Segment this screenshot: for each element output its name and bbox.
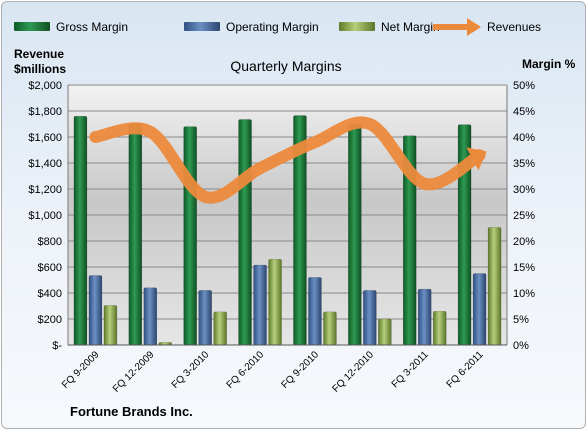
bar-net-margin [487,227,502,346]
bar-gross-margin [348,123,362,346]
footer-label: Fortune Brands Inc. [70,404,193,419]
left-tick-label: $1,200 [28,184,62,196]
bar-net-margin [378,318,392,346]
left-axis-title-line1: Revenue [14,47,64,61]
left-tick-label: $400 [38,288,62,300]
right-axis-title: Margin % [522,57,576,71]
right-tick-label: 35% [513,158,535,170]
legend-label-gross-margin: Gross Margin [56,20,128,34]
bar-net-margin [103,305,118,346]
bar-operating-margin [253,264,267,346]
legend-swatch-net-margin [339,22,375,31]
left-tick-label: $2,000 [28,80,62,92]
category-label: FQ 12-2009 [111,349,157,395]
bar-net-margin [268,258,282,346]
right-tick-label: 10% [513,288,535,300]
legend-arrow-revenues [467,18,481,36]
right-tick-label: 20% [513,236,535,248]
bar-operating-margin [417,288,432,346]
right-tick-label: 50% [513,80,535,92]
left-tick-label: $600 [38,262,62,274]
right-tick-label: 30% [513,184,535,196]
bar-operating-margin [143,287,158,346]
bar-operating-margin [472,273,487,346]
bar-gross-margin [73,115,88,346]
category-label: FQ 9-2010 [279,349,321,391]
category-label: FQ 9-2009 [60,349,102,391]
bar-net-margin [213,311,227,346]
legend-label-revenues: Revenues [487,20,541,34]
category-label: FQ 6-2011 [445,349,486,390]
legend-label-net-margin: Net Margin [381,20,440,34]
right-tick-label: 40% [513,132,535,144]
bar-gross-margin [128,123,143,346]
revenues-line [89,116,486,204]
chart-title: Quarterly Margins [230,58,341,74]
bar-operating-margin [363,290,377,346]
right-tick-label: 45% [513,106,535,118]
bar-operating-margin [308,277,322,346]
revenues-arrowhead [466,147,487,171]
bar-operating-margin [198,290,212,346]
bar-series [73,115,502,346]
legend: Gross Margin Operating Margin Net Margin Re… [14,18,541,36]
left-tick-label: $200 [38,314,62,326]
bar-net-margin [432,310,447,346]
category-label: FQ 3-2011 [390,349,431,390]
revenue-line [89,116,487,204]
left-axis-title-line2: $millions [14,62,66,76]
category-label: FQ 12-2010 [330,349,376,395]
left-tick-label: $1,000 [28,210,62,222]
left-tick-label: $800 [38,236,62,248]
right-tick-label: 25% [513,210,535,222]
left-tick-label: $1,400 [28,158,62,170]
legend-label-operating-margin: Operating Margin [226,20,319,34]
bar-gross-margin [238,119,252,346]
right-tick-label: 15% [513,262,535,274]
bar-operating-margin [88,275,103,346]
right-tick-label: 0% [513,340,529,352]
bar-net-margin [323,311,337,346]
left-tick-label: $1,600 [28,132,62,144]
category-label: FQ 6-2010 [225,349,267,391]
left-tick-label: $1,800 [28,106,62,118]
category-label: FQ 3-2010 [170,349,212,391]
left-tick-label: $- [52,340,62,352]
bar-gross-margin [183,126,197,346]
right-tick-label: 5% [513,314,529,326]
legend-swatch-gross-margin [14,22,50,31]
legend-swatch-operating-margin [184,22,220,31]
